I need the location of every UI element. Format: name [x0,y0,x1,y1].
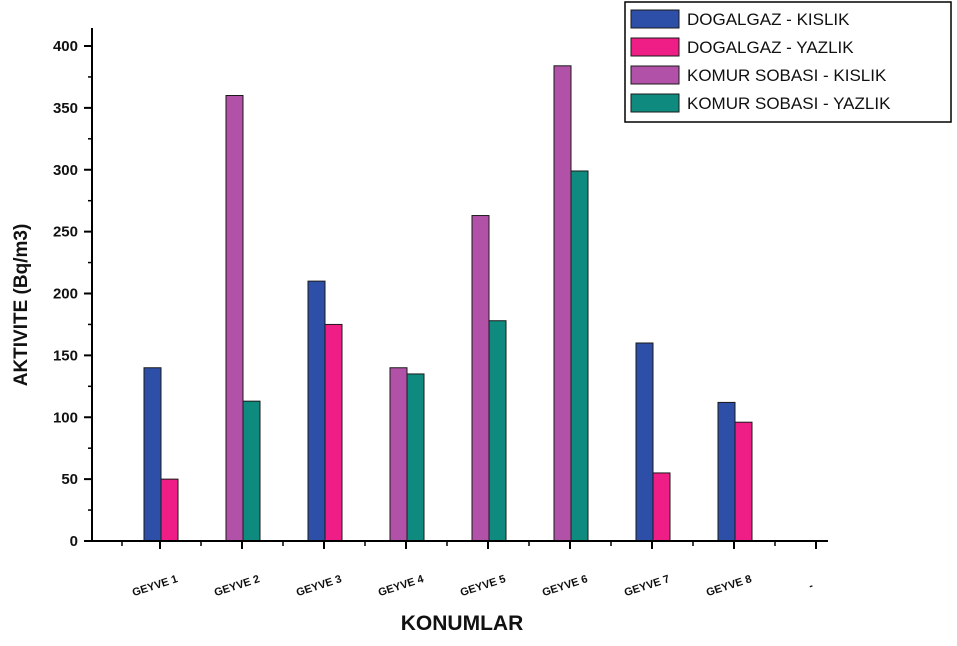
bar-4-4 [406,373,425,542]
bar-3-2 [225,95,244,542]
x-axis-title: KONUMLAR [401,612,523,635]
y-tick-label: 350 [53,100,78,117]
y-axis-title: AKTIVITE (Bq/m3) [11,224,32,387]
bar-1-8 [717,401,736,542]
y-tick-label: 50 [61,471,78,488]
y-tick-label: 150 [53,347,78,364]
x-ticks-layer: GEYVE 1 GEYVE 2 GEYVE 3 GEYVE 4 GEYVE 5 GEYVE… [121,541,817,599]
x-tick-label: GEYVE 2 [213,573,261,599]
x-tick-label: GEYVE 5 [459,573,507,599]
bar-2-1 [160,478,179,542]
legend-label-4: KOMUR SOBASI - YAZLIK [687,94,891,113]
x-tick-label: GEYVE 6 [541,573,589,599]
y-tick-label: 100 [53,409,78,426]
bar-2-8 [734,421,753,542]
y-tick-label: 300 [53,162,78,179]
bar-1-3 [307,280,326,542]
x-tick-label: GEYVE 3 [295,573,343,599]
x-tick-label: GEYVE 1 [131,573,179,599]
legend-swatch-1 [630,9,680,29]
bar-4-5 [488,320,507,542]
bar-4-6 [570,170,589,542]
bar-4-2 [242,400,261,542]
x-tick-label: GEYVE 8 [705,573,753,599]
legend-label-3: KOMUR SOBASI - KISLIK [687,66,887,85]
legend-swatch-4 [630,93,680,113]
y-tick-label: 250 [53,224,78,241]
bar-2-3 [324,323,343,542]
bars-layer [143,65,753,542]
x-tick-label: GEYVE 4 [377,573,426,599]
legend: DOGALGAZ - KISLIK DOGALGAZ - YAZLIK KOMUR … [624,1,952,123]
bar-3-6 [553,65,572,542]
bar-3-4 [389,367,408,542]
x-tick-label: - [807,580,815,593]
legend-swatch-2 [630,37,680,57]
y-ticks-layer: 0 50 100 150 200 250 300 350 400 [53,38,92,550]
bar-1-7 [635,342,654,542]
y-tick-label: 200 [53,286,78,303]
y-tick-label: 0 [70,533,78,550]
y-tick-label: 400 [53,38,78,55]
bar-2-7 [652,472,671,542]
legend-label-1: DOGALGAZ - KISLIK [687,10,850,29]
legend-label-2: DOGALGAZ - YAZLIK [687,38,854,57]
bar-1-1 [143,367,162,542]
x-tick-label: GEYVE 7 [623,573,671,599]
legend-swatch-3 [630,65,680,85]
bar-3-5 [471,215,490,542]
